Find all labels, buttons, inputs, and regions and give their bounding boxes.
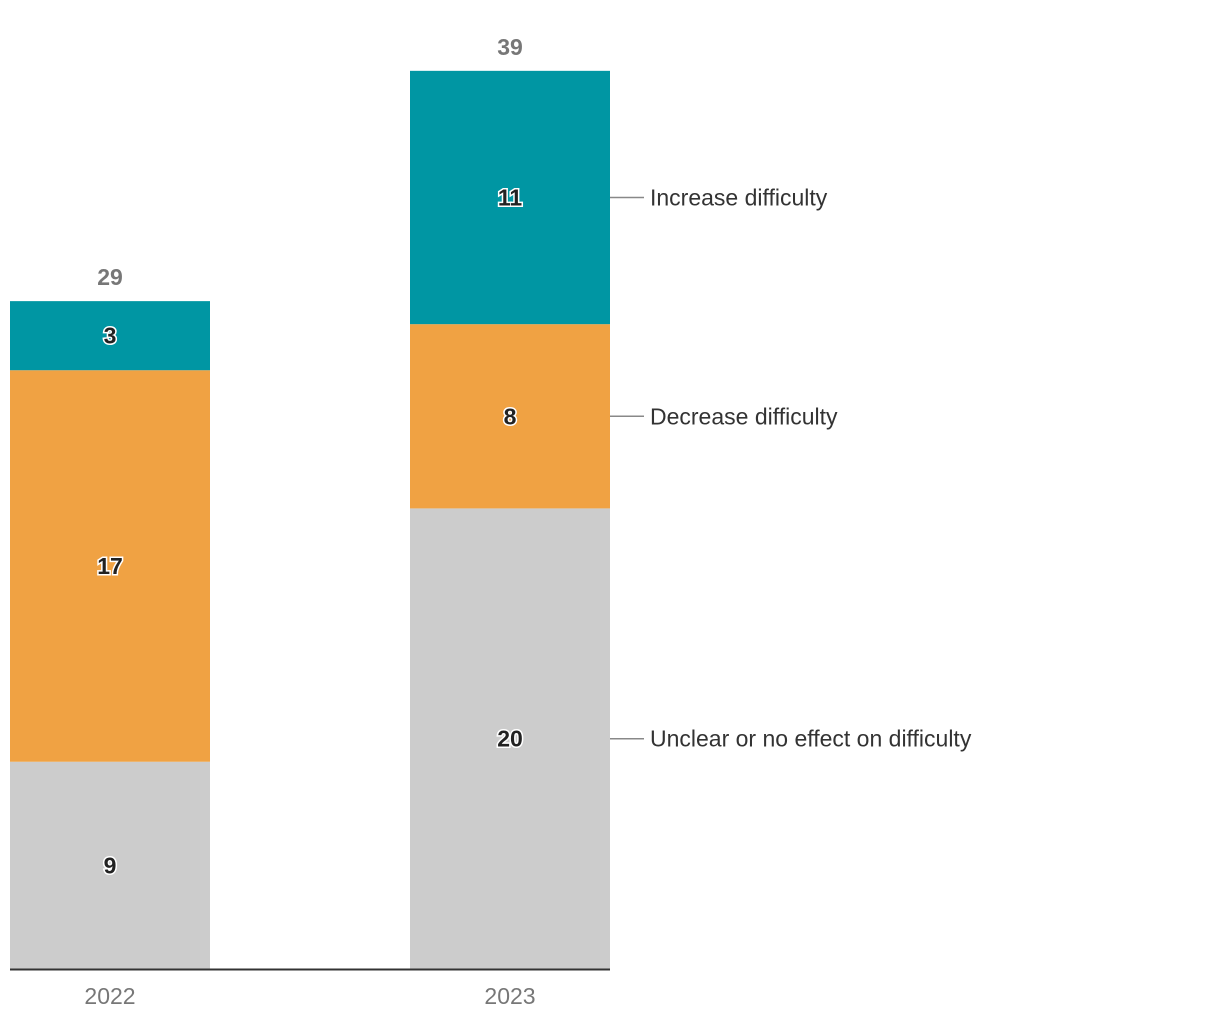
bars-group xyxy=(10,70,610,969)
bar-segment-2022-unclear-or-no-effect-on-difficulty xyxy=(10,761,210,969)
segment-labels-group: 9 17 3 20 8 11 xyxy=(96,183,525,880)
x-tick-label-2023: 2023 xyxy=(484,983,535,1009)
bar-segment-2022-decrease-difficulty xyxy=(10,370,210,762)
legend-group: Unclear or no effect on difficulty Decrea… xyxy=(610,184,972,752)
legend-label-increase-difficulty: Increase difficulty xyxy=(650,184,828,210)
data-label-2023-decrease-difficulty: 8 xyxy=(504,403,517,429)
bar-segment-2023-increase-difficulty xyxy=(410,70,610,325)
bar-segment-2023-decrease-difficulty xyxy=(410,324,610,509)
data-label-2022-unclear-or-no-effect-on-difficulty: 9 xyxy=(104,852,117,878)
data-label-2023-unclear-or-no-effect-on-difficulty: 20 xyxy=(497,726,523,752)
legend-label-decrease-difficulty: Decrease difficulty xyxy=(650,403,838,429)
x-tick-label-2022: 2022 xyxy=(84,983,135,1009)
data-label-2023-increase-difficulty: 11 xyxy=(498,184,523,210)
total-label-2023: 39 xyxy=(497,34,523,60)
data-label-2022-increase-difficulty: 3 xyxy=(104,323,117,349)
bar-segment-2023-unclear-or-no-effect-on-difficulty xyxy=(410,508,610,969)
x-tick-labels-group: 2022 2023 xyxy=(84,983,535,1009)
legend-label-unclear-or-no-effect-on-difficulty: Unclear or no effect on difficulty xyxy=(650,726,972,752)
bar-segment-2022-increase-difficulty xyxy=(10,301,210,371)
data-label-2022-decrease-difficulty: 17 xyxy=(97,553,123,579)
total-label-2022: 29 xyxy=(97,264,123,290)
total-labels-group: 29 39 xyxy=(97,34,523,290)
